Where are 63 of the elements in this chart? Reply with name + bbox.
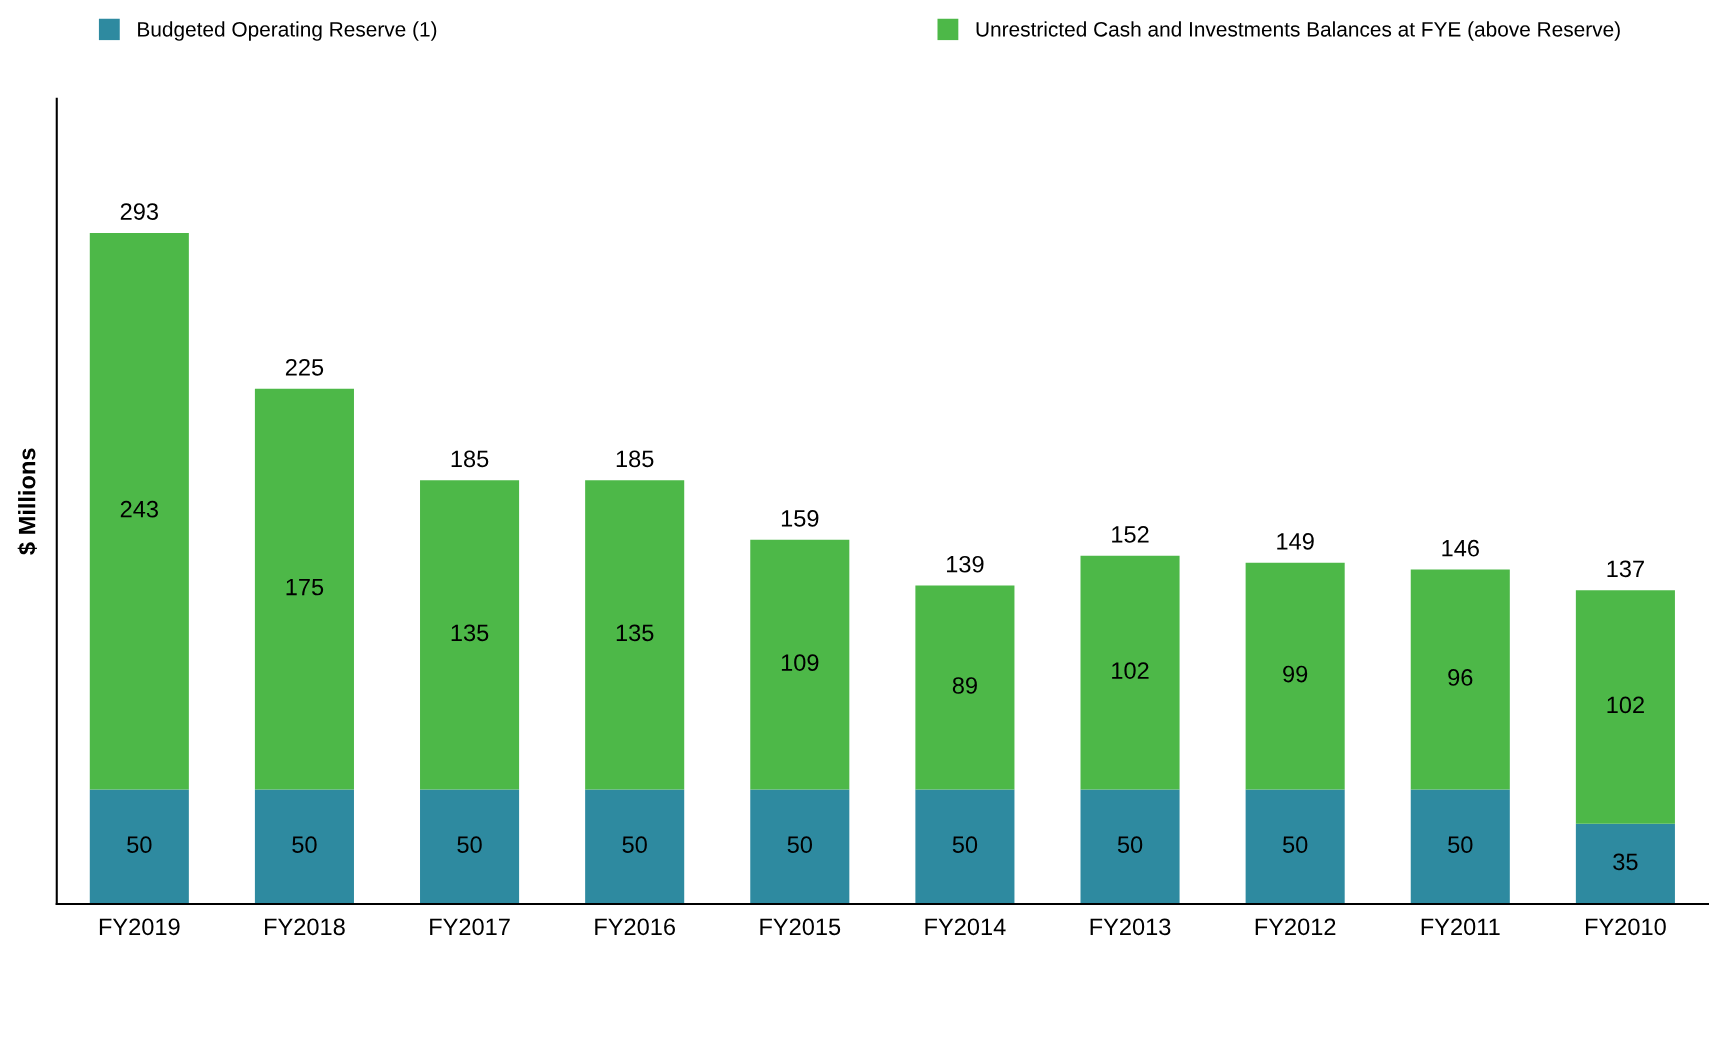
total-label: 225 (285, 358, 324, 376)
bar (1410, 569, 1510, 790)
legend-label: Unrestricted Cash and Investments Balances at FYE (above Reserve) (976, 21, 1620, 41)
total-label: 137 (1607, 560, 1644, 578)
x-tick-label: FY2012 (1255, 918, 1336, 936)
data-label: 102 (1112, 662, 1149, 679)
total-label: 139 (947, 555, 984, 573)
legend-label: Budgeted Operating Reserve (1) (138, 21, 437, 41)
total-label: 293 (120, 203, 158, 220)
y-axis-title: $ Millions (17, 448, 37, 555)
bar (1080, 789, 1180, 904)
bar (254, 388, 354, 790)
data-label: 50 (1117, 836, 1143, 854)
data-label: 35 (1613, 853, 1638, 871)
data-label: 50 (127, 836, 152, 854)
data-label: 50 (292, 836, 317, 854)
data-label: 135 (616, 624, 654, 642)
total-label: 159 (781, 510, 819, 527)
data-label: 89 (952, 677, 977, 694)
data-label: 50 (1448, 836, 1473, 854)
bar (89, 232, 189, 790)
x-tick-label: FY2013 (1090, 918, 1171, 936)
x-tick-label: FY2015 (760, 918, 841, 936)
bar (1245, 789, 1345, 904)
bar (1575, 590, 1675, 824)
x-tick-label: FY2014 (925, 918, 1006, 936)
data-label: 96 (1448, 669, 1473, 686)
data-label: 102 (1607, 696, 1644, 714)
data-label: 50 (457, 836, 482, 854)
total-label: 185 (451, 450, 489, 468)
bar (1410, 789, 1510, 904)
bar (420, 789, 520, 904)
x-tick-label: FY2016 (595, 918, 675, 936)
bar (1080, 555, 1180, 790)
bar (254, 789, 354, 904)
data-label: 135 (451, 624, 489, 642)
x-tick-label: FY2011 (1421, 918, 1500, 936)
data-label: 243 (120, 500, 158, 518)
bar (750, 789, 850, 904)
x-tick-label: FY2010 (1585, 918, 1666, 936)
total-label: 146 (1442, 539, 1479, 557)
data-label: 99 (1283, 665, 1308, 683)
total-label: 185 (616, 450, 654, 468)
data-label: 109 (781, 654, 819, 671)
data-label: 50 (787, 836, 813, 854)
total-label: 149 (1277, 532, 1314, 550)
data-label: 50 (1282, 836, 1308, 854)
bar (420, 480, 520, 790)
data-label: 175 (286, 578, 324, 596)
bar (585, 789, 685, 904)
x-tick-label: FY2019 (99, 918, 180, 936)
data-label: 50 (952, 836, 978, 854)
bar (585, 480, 685, 790)
data-label: 50 (622, 836, 647, 854)
total-label: 152 (1112, 526, 1149, 543)
x-tick-label: FY2017 (430, 918, 510, 936)
bar (750, 539, 850, 790)
bar (1575, 823, 1675, 904)
x-tick-label: FY2018 (265, 918, 345, 936)
bar (915, 585, 1015, 790)
bar (89, 789, 189, 904)
bar (915, 789, 1015, 904)
bar (1245, 562, 1345, 790)
